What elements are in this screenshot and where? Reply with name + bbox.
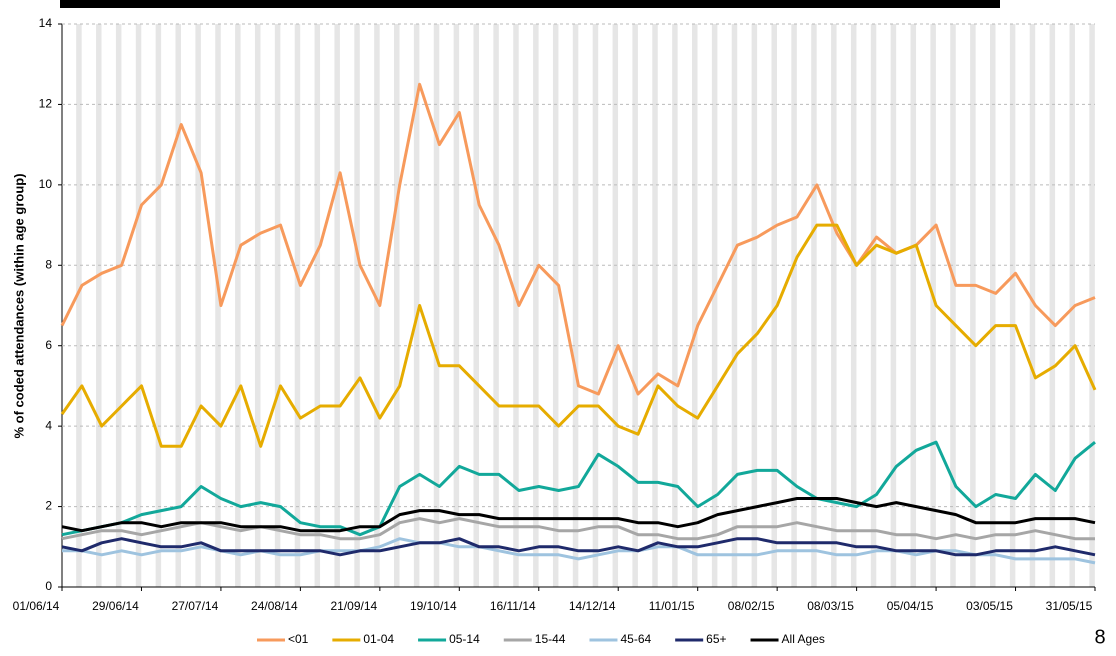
legend-label: 65+ (706, 632, 726, 646)
x-tick-label: 27/07/14 (172, 599, 219, 613)
weekend-band (552, 24, 559, 587)
weekend-band (413, 24, 420, 587)
weekend-band (1049, 24, 1056, 587)
weekend-band (672, 24, 678, 587)
series-line (60, 82, 1096, 396)
weekend-band (195, 24, 201, 587)
weekend-band (711, 24, 718, 587)
weekend-band (433, 24, 440, 587)
x-tick-label: 01/06/14 (13, 599, 60, 613)
weekend-band (870, 24, 877, 587)
weekend-band (850, 24, 857, 587)
x-tick-label: 31/05/15 (1046, 599, 1093, 613)
y-tick-label: 0 (45, 579, 52, 593)
series-line (61, 440, 1096, 537)
y-tick-label: 2 (45, 499, 52, 513)
page-number: 8 (1094, 626, 1105, 648)
weekend-band (254, 24, 261, 587)
x-tick-label: 08/03/15 (807, 599, 854, 613)
weekend-band (950, 24, 956, 587)
y-tick-label: 14 (39, 16, 53, 30)
x-tick-label: 16/11/14 (490, 599, 536, 613)
weekend-band (175, 24, 182, 587)
x-tick-label: 29/06/14 (92, 599, 139, 613)
weekend-band (513, 24, 519, 587)
series-line (61, 537, 1096, 557)
x-tick-label: 05/04/15 (887, 599, 934, 613)
legend-label: 15-44 (535, 632, 566, 646)
weekend-band (274, 24, 281, 587)
weekend-band (989, 24, 996, 587)
weekend-band (533, 24, 539, 587)
y-tick-label: 10 (39, 177, 53, 191)
y-tick-label: 6 (45, 338, 52, 352)
weekend-band (215, 24, 221, 587)
weekend-band (751, 24, 758, 587)
x-tick-label: 19/10/14 (410, 599, 457, 613)
y-tick-label: 12 (39, 97, 53, 111)
weekend-band (592, 24, 599, 587)
weekend-band (890, 24, 897, 587)
weekend-band (771, 24, 777, 587)
series-line (61, 497, 1096, 533)
weekend-band (791, 24, 797, 587)
weekend-band (1029, 24, 1036, 587)
x-tick-label: 11/01/15 (649, 599, 695, 613)
title-bar (60, 0, 1000, 8)
legend-label: 01-04 (363, 632, 394, 646)
weekend-band (235, 24, 241, 587)
weekend-band (910, 24, 917, 587)
y-tick-label: 4 (45, 418, 52, 432)
weekend-band (572, 24, 579, 587)
weekend-band (612, 24, 619, 587)
x-tick-label: 14/12/14 (569, 599, 616, 613)
x-tick-label: 08/02/15 (728, 599, 775, 613)
weekend-band (1069, 24, 1075, 587)
weekend-band (374, 24, 380, 587)
weekend-band (652, 24, 658, 587)
weekend-band (970, 24, 976, 587)
weekend-band (1009, 24, 1016, 587)
weekend-band (135, 24, 142, 587)
x-tick-label: 24/08/14 (251, 599, 298, 613)
legend-label: All Ages (782, 632, 825, 646)
weekend-band (334, 24, 340, 587)
series-line (61, 517, 1095, 541)
y-tick-label: 8 (45, 257, 52, 271)
weekend-band (1089, 24, 1095, 587)
weekend-band (394, 24, 400, 587)
weekend-band (811, 24, 817, 587)
weekend-band (831, 24, 837, 587)
weekend-band (692, 24, 698, 587)
x-tick-label: 21/09/14 (330, 599, 377, 613)
weekend-band (354, 24, 360, 587)
y-axis-title: % of coded attendances (within age group… (11, 173, 26, 438)
weekend-band (632, 24, 638, 587)
weekend-band (731, 24, 738, 587)
series-line (62, 537, 1096, 565)
weekend-band (473, 24, 479, 587)
weekend-band (294, 24, 301, 587)
x-tick-label: 03/05/15 (966, 599, 1013, 613)
weekend-band (115, 24, 122, 587)
weekend-band (155, 24, 162, 587)
legend-label: 45-64 (620, 632, 651, 646)
weekend-band (493, 24, 499, 587)
series-line (60, 223, 1097, 448)
legend-label: 05-14 (449, 632, 480, 646)
weekend-band (96, 24, 102, 587)
weekend-band (314, 24, 321, 587)
weekend-band (76, 24, 82, 587)
weekend-band (453, 24, 460, 587)
legend-label: <01 (288, 632, 309, 646)
weekend-band (930, 24, 936, 587)
